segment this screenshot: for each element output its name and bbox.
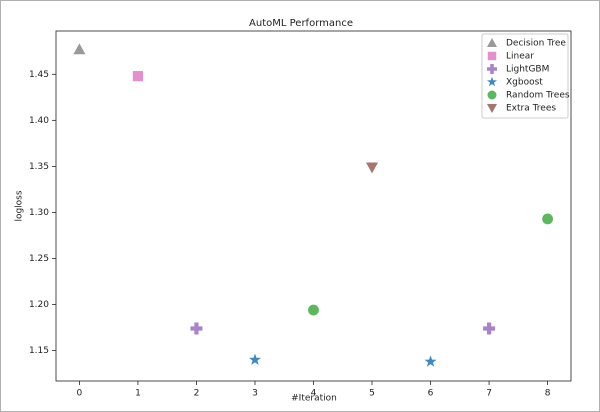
point <box>308 304 319 316</box>
x-tick-label: 7 <box>486 389 492 399</box>
y-tick-label: 1.20 <box>29 300 49 310</box>
chart-title: AutoML Performance <box>249 18 353 29</box>
point <box>248 353 261 365</box>
y-axis-label: logloss <box>15 190 25 221</box>
legend-marker <box>487 51 497 61</box>
legend-box <box>481 33 569 119</box>
legend-marker <box>487 90 497 100</box>
legend-label: Xgboost <box>506 78 543 88</box>
legend-marker <box>487 76 497 87</box>
legend-label: LightGBM <box>506 65 549 75</box>
legend-marker <box>487 64 497 74</box>
x-axis-label: #Iteration <box>291 394 337 404</box>
point <box>132 71 144 82</box>
legend-label: Linear <box>506 52 534 62</box>
y-tick-label: 1.25 <box>29 254 49 264</box>
point <box>542 213 553 225</box>
x-tick-label: 6 <box>428 389 434 399</box>
legend-label: Extra Trees <box>506 104 556 114</box>
y-tick-label: 1.45 <box>29 70 49 80</box>
x-tick-label: 0 <box>77 389 83 399</box>
x-tick-label: 1 <box>135 389 141 399</box>
point <box>483 322 496 335</box>
x-tick-label: 3 <box>252 389 258 399</box>
y-tick-label: 1.35 <box>29 162 49 172</box>
y-tick-label: 1.40 <box>29 116 49 126</box>
x-tick-label: 4 <box>311 389 317 399</box>
point <box>73 43 86 55</box>
x-tick-label: 8 <box>545 389 551 399</box>
point <box>190 322 203 335</box>
x-tick-label: 2 <box>194 389 200 399</box>
legend-label: Decision Tree <box>506 39 566 49</box>
x-tick-label: 5 <box>369 389 375 399</box>
y-tick-label: 1.30 <box>29 208 49 218</box>
legend-marker <box>487 104 497 113</box>
legend-label: Random Trees <box>506 91 570 101</box>
y-tick-label: 1.15 <box>29 346 49 356</box>
legend-marker <box>487 38 497 47</box>
point <box>424 355 437 367</box>
point <box>366 162 379 174</box>
